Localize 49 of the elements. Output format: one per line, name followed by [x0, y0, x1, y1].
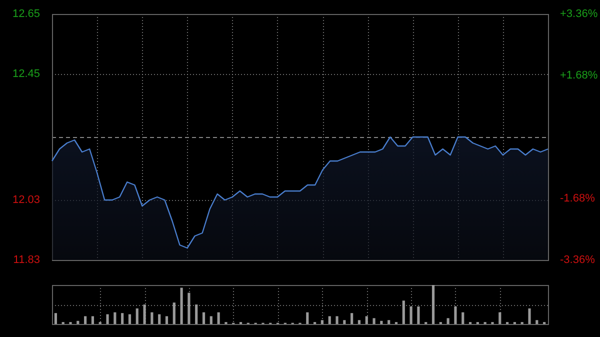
bar — [84, 316, 87, 324]
bar — [210, 316, 212, 324]
bar — [417, 306, 420, 324]
bar — [372, 318, 376, 324]
bar — [195, 304, 198, 324]
y2-tick-label: -3.36% — [560, 254, 596, 266]
bar — [91, 316, 94, 324]
bar — [136, 308, 138, 324]
bar — [388, 320, 390, 324]
bar — [143, 304, 146, 324]
bar — [528, 308, 531, 324]
bar — [76, 320, 80, 324]
y-tick-label: 11.83 — [13, 254, 40, 266]
bar — [536, 320, 538, 324]
bar — [432, 285, 435, 324]
bar — [128, 314, 132, 324]
bar — [54, 313, 57, 324]
y2-tick-label: +3.36% — [560, 8, 598, 20]
bar — [343, 320, 346, 324]
bar — [150, 312, 154, 324]
bar — [402, 300, 405, 324]
bar — [158, 314, 161, 324]
bar — [121, 313, 124, 324]
bar — [188, 292, 190, 324]
bar — [350, 313, 354, 324]
y-tick-label: 12.03 — [12, 194, 40, 206]
bar — [106, 314, 109, 324]
bar — [462, 312, 464, 324]
bar — [358, 320, 361, 324]
y-tick-label: 12.65 — [12, 8, 40, 20]
bar — [410, 306, 412, 324]
bar — [165, 316, 168, 324]
bar — [446, 318, 450, 324]
bar — [306, 312, 309, 324]
bar — [336, 316, 338, 324]
bar — [454, 306, 457, 324]
y2-tick-label: -1.68% — [560, 192, 596, 205]
bar — [498, 312, 502, 324]
y2-tick-label: +1.68% — [560, 70, 598, 82]
bar — [380, 320, 383, 324]
y-tick-label: 12.45 — [12, 68, 40, 80]
bar — [202, 312, 206, 324]
bar — [217, 312, 220, 324]
bar — [114, 312, 116, 324]
bar — [320, 320, 324, 324]
bar — [365, 316, 368, 324]
bar — [180, 288, 183, 324]
bar — [328, 316, 331, 324]
bar — [172, 302, 176, 324]
